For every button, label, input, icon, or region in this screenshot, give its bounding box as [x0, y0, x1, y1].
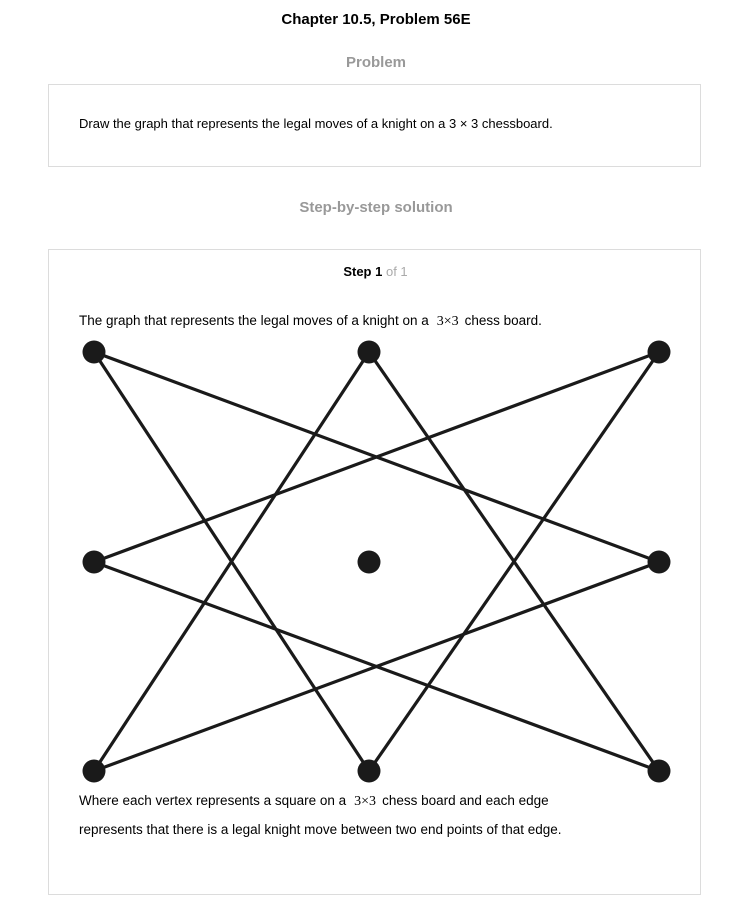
graph-vertex: [647, 550, 671, 574]
graph-vertex: [357, 550, 381, 574]
step-count: of 1: [385, 264, 408, 279]
graph-vertex: [82, 550, 106, 574]
graph-edge: [93, 560, 660, 773]
graph-vertex: [357, 759, 381, 783]
explain-text-before: Where each vertex represents a square on…: [79, 793, 347, 808]
problem-panel: Draw the graph that represents the legal…: [48, 84, 701, 167]
page-title: Chapter 10.5, Problem 56E: [281, 11, 471, 28]
solution-explanation-line-2: represents that there is a legal knight …: [79, 822, 562, 837]
board-size-math: 3×3: [436, 314, 459, 329]
intro-text-before: The graph that represents the legal move…: [79, 313, 429, 328]
step-indicator: Step 1 of 1: [49, 264, 702, 279]
graph-edges: [92, 350, 661, 773]
problem-heading: Problem: [345, 54, 406, 71]
step-label: Step 1: [343, 264, 383, 279]
graph-vertices: [82, 340, 671, 783]
intro-text-after: chess board.: [464, 313, 542, 328]
board-size-math-2: 3×3: [354, 794, 377, 809]
graph-edge: [93, 350, 660, 564]
graph-vertex: [647, 340, 671, 364]
solution-explanation-line-1: Where each vertex represents a square on…: [79, 793, 549, 810]
problem-text: Draw the graph that represents the legal…: [79, 116, 553, 131]
explain-text-after: chess board and each edge: [382, 793, 549, 808]
solution-intro: The graph that represents the legal move…: [79, 313, 542, 330]
graph-edge: [92, 351, 371, 772]
graph-vertex: [647, 759, 671, 783]
solution-heading: Step-by-step solution: [299, 199, 453, 216]
graph-vertex: [82, 340, 106, 364]
graph-vertex: [82, 759, 106, 783]
graph-edge: [367, 351, 661, 772]
graph-vertex: [357, 340, 381, 364]
knight-move-graph: [82, 340, 671, 783]
solution-panel: Step 1 of 1 The graph that represents th…: [48, 249, 701, 895]
